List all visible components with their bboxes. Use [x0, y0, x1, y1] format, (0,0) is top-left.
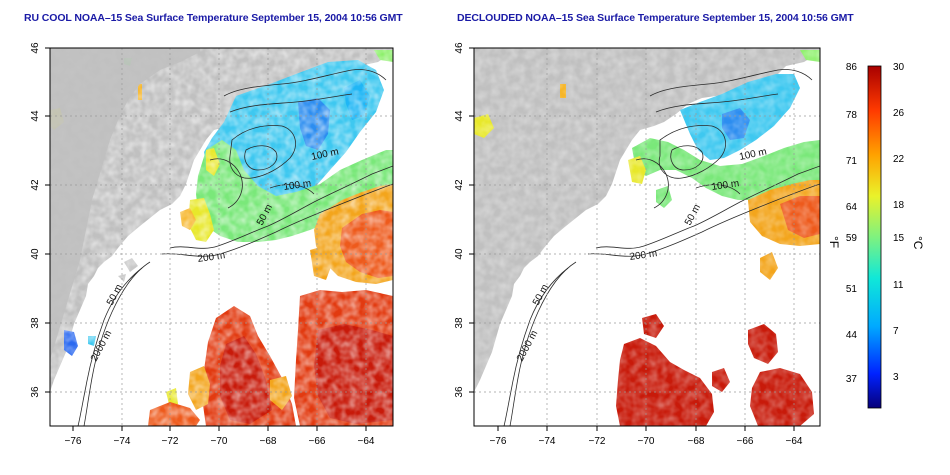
- c-tick-30: 30: [893, 62, 905, 73]
- map-left: 100 m 100 m 50 m 200 m 50 m 2000 m: [30, 42, 394, 447]
- graticule-right: [474, 48, 820, 426]
- contour-label-100m-b-right: 100 m: [711, 178, 740, 193]
- y-tick-right-38: 38: [454, 317, 465, 329]
- y-tick-left-44: 44: [30, 110, 41, 122]
- y-tick-left-40: 40: [30, 248, 41, 260]
- x-tick-left-72: −72: [162, 436, 179, 447]
- c-tick-18: 18: [893, 200, 905, 211]
- bathymetry-contours-left: [77, 69, 393, 426]
- f-tick-78: 78: [846, 110, 858, 121]
- c-tick-22: 22: [893, 154, 905, 165]
- colorbar-unit-fahrenheit: °F: [827, 236, 841, 248]
- x-tick-left-74: −74: [114, 436, 131, 447]
- c-tick-11: 11: [893, 280, 904, 291]
- y-tick-left-36: 36: [30, 386, 41, 398]
- c-tick-26: 26: [893, 108, 905, 119]
- bathymetry-contours-right: [503, 69, 820, 426]
- map-right: 100 m 100 m 50 m 200 m 50 m 2000 m: [454, 42, 821, 447]
- x-tick-right-74: −74: [539, 436, 556, 447]
- y-tick-left-42: 42: [30, 179, 41, 191]
- y-tick-left-38: 38: [30, 317, 41, 329]
- x-tick-left-76: −76: [65, 436, 82, 447]
- x-tick-right-72: −72: [589, 436, 606, 447]
- x-tick-right-76: −76: [490, 436, 507, 447]
- x-tick-left-66: −66: [309, 436, 326, 447]
- colorbar-gradient: [867, 65, 882, 409]
- contour-label-100m-b: 100 m: [283, 178, 312, 193]
- f-tick-44: 44: [846, 330, 858, 341]
- c-tick-3: 3: [893, 372, 899, 383]
- y-tick-right-46: 46: [454, 42, 465, 54]
- f-tick-71: 71: [846, 156, 858, 167]
- y-tick-right-42: 42: [454, 179, 465, 191]
- f-tick-37: 37: [846, 374, 858, 385]
- contour-label-200m-right: 200 m: [629, 248, 658, 263]
- colorbar: 86 78 71 64 59 51 44 37 30 26 22 18 15 1…: [827, 62, 925, 409]
- graticule-left: [50, 48, 393, 426]
- y-tick-right-40: 40: [454, 248, 465, 260]
- x-tick-right-68: −68: [688, 436, 705, 447]
- panel-title-left: RU COOL NOAA–15 Sea Surface Temperature …: [24, 12, 403, 24]
- f-tick-64: 64: [846, 202, 858, 213]
- colorbar-unit-celsius: °C: [911, 236, 925, 250]
- f-tick-59: 59: [846, 233, 858, 244]
- c-tick-7: 7: [893, 326, 899, 337]
- y-tick-left-46: 46: [30, 42, 41, 54]
- x-tick-right-66: −66: [737, 436, 754, 447]
- x-tick-left-70: −70: [211, 436, 228, 447]
- y-tick-right-44: 44: [454, 110, 465, 122]
- f-tick-51: 51: [846, 284, 858, 295]
- x-tick-right-70: −70: [638, 436, 655, 447]
- panel-title-right: DECLOUDED NOAA–15 Sea Surface Temperatur…: [457, 12, 854, 24]
- x-tick-left-64: −64: [358, 436, 375, 447]
- f-tick-86: 86: [846, 62, 858, 73]
- x-tick-right-64: −64: [786, 436, 803, 447]
- y-tick-right-36: 36: [454, 386, 465, 398]
- x-tick-left-68: −68: [260, 436, 277, 447]
- c-tick-15: 15: [893, 233, 905, 244]
